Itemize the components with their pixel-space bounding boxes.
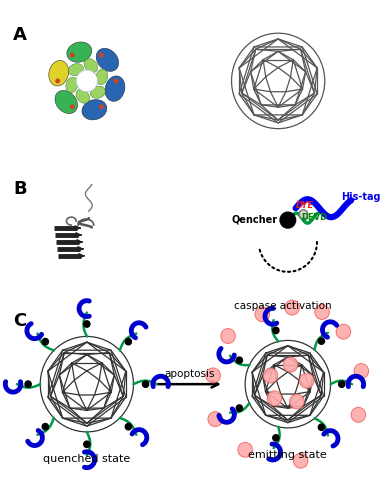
Circle shape xyxy=(208,412,223,427)
Circle shape xyxy=(206,368,220,383)
Text: caspase activation: caspase activation xyxy=(234,300,332,311)
Text: DYE: DYE xyxy=(296,201,314,210)
Circle shape xyxy=(99,53,104,58)
Circle shape xyxy=(232,33,325,129)
Circle shape xyxy=(236,357,243,363)
Circle shape xyxy=(70,53,75,58)
Circle shape xyxy=(25,381,31,387)
Text: His-tag: His-tag xyxy=(341,192,381,202)
Circle shape xyxy=(84,441,90,447)
Circle shape xyxy=(236,405,243,411)
Circle shape xyxy=(299,210,308,218)
Circle shape xyxy=(354,363,369,379)
Circle shape xyxy=(55,78,60,84)
Text: DEVD: DEVD xyxy=(301,213,328,222)
Circle shape xyxy=(280,212,296,228)
Ellipse shape xyxy=(82,99,107,120)
Circle shape xyxy=(40,336,133,432)
Circle shape xyxy=(273,435,279,441)
Circle shape xyxy=(142,381,149,387)
Ellipse shape xyxy=(49,60,69,86)
Ellipse shape xyxy=(84,59,98,72)
Ellipse shape xyxy=(55,91,78,114)
Circle shape xyxy=(318,424,324,431)
Circle shape xyxy=(300,373,314,388)
Text: apoptosis: apoptosis xyxy=(164,369,215,379)
Circle shape xyxy=(245,340,331,428)
Ellipse shape xyxy=(96,48,119,72)
Circle shape xyxy=(42,338,48,345)
Ellipse shape xyxy=(96,69,108,84)
Circle shape xyxy=(315,304,329,319)
Circle shape xyxy=(70,104,75,109)
Circle shape xyxy=(76,70,98,92)
Circle shape xyxy=(125,338,131,345)
Text: quenched state: quenched state xyxy=(43,454,131,464)
Circle shape xyxy=(293,453,308,468)
Circle shape xyxy=(290,394,304,409)
Circle shape xyxy=(84,321,90,327)
Circle shape xyxy=(339,381,345,387)
Ellipse shape xyxy=(66,77,78,93)
Circle shape xyxy=(267,391,282,406)
Text: emitting state: emitting state xyxy=(248,450,327,460)
Circle shape xyxy=(238,443,252,457)
Circle shape xyxy=(221,329,235,344)
Circle shape xyxy=(285,300,300,315)
Ellipse shape xyxy=(68,63,83,76)
Circle shape xyxy=(273,327,279,334)
Ellipse shape xyxy=(76,89,90,103)
Text: C: C xyxy=(13,312,26,330)
Circle shape xyxy=(351,408,366,422)
Circle shape xyxy=(263,368,278,383)
Circle shape xyxy=(113,78,119,84)
Circle shape xyxy=(283,357,298,372)
Text: Qencher: Qencher xyxy=(232,214,278,224)
Ellipse shape xyxy=(90,86,105,98)
Circle shape xyxy=(42,423,48,430)
Circle shape xyxy=(99,104,104,109)
Circle shape xyxy=(255,307,269,322)
Ellipse shape xyxy=(67,42,92,62)
Circle shape xyxy=(318,338,324,344)
Circle shape xyxy=(125,423,131,430)
Circle shape xyxy=(336,324,351,339)
Ellipse shape xyxy=(105,76,125,101)
Text: B: B xyxy=(13,180,27,198)
Text: A: A xyxy=(13,26,27,44)
